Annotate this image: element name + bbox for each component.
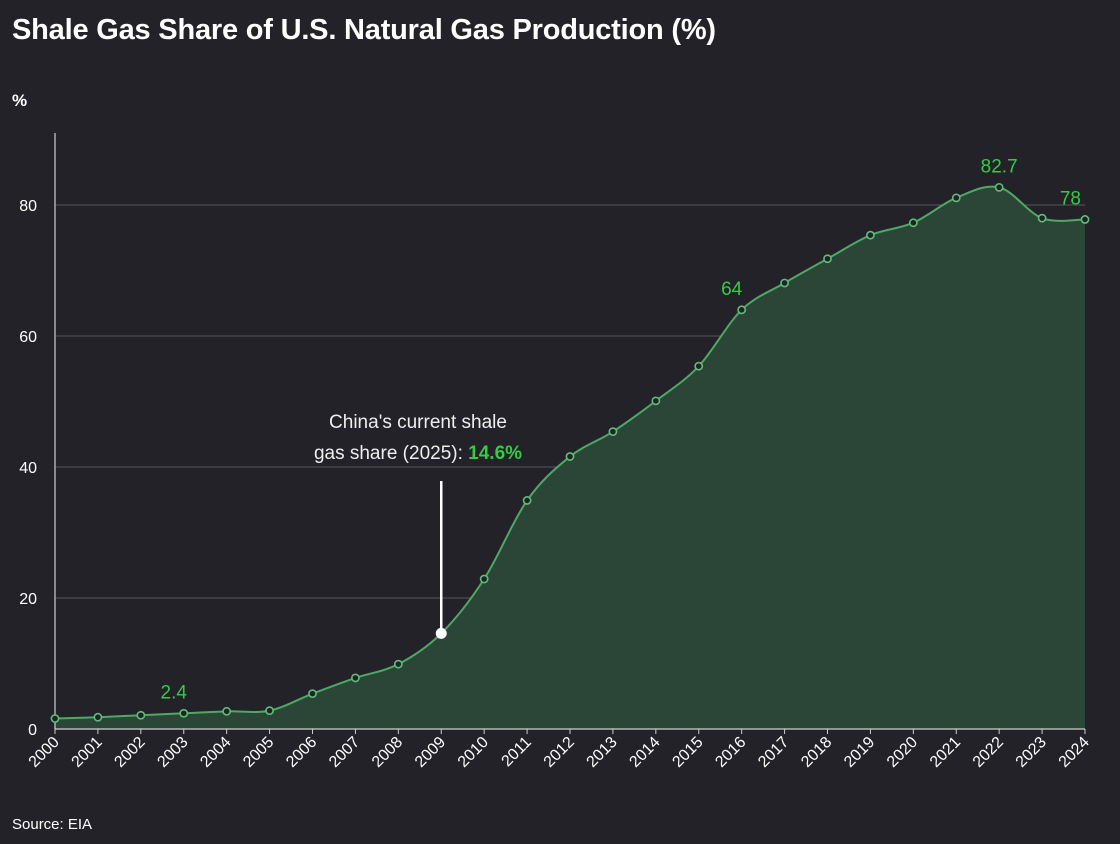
x-tick-2000: 2000: [26, 734, 63, 771]
data-label-2022: 82.7: [981, 156, 1018, 177]
x-tick-2023: 2023: [1013, 734, 1050, 771]
annotation-text-line2: gas share (2025): 14.6%: [314, 443, 522, 464]
data-label-2003: 2.4: [161, 682, 188, 703]
x-tick-2013: 2013: [584, 734, 621, 771]
x-tick-2003: 2003: [154, 734, 191, 771]
data-point-2007: [351, 673, 360, 683]
data-point-2000: [50, 714, 60, 723]
x-tick-2004: 2004: [197, 734, 234, 771]
x-tick-2020: 2020: [884, 734, 921, 771]
data-point-2002: [136, 710, 146, 720]
x-tick-2001: 2001: [69, 734, 106, 771]
y-tick-40: 40: [19, 460, 37, 477]
data-label-2024: 78: [1060, 188, 1081, 209]
x-tick-2006: 2006: [283, 734, 320, 771]
x-tick-2022: 2022: [970, 734, 1007, 771]
data-point-2001: [93, 712, 103, 722]
data-point-2006: [308, 689, 317, 699]
data-point-2016: [737, 305, 747, 315]
data-point-2011: [522, 496, 532, 505]
x-tick-labels: 2000 2001 2002 2003 2004 2005 2006 2007 2008 2009…: [26, 729, 1093, 771]
data-point-2008: [393, 659, 403, 669]
x-tick-2010: 2010: [455, 734, 492, 771]
data-point-2024: [1080, 215, 1090, 224]
x-tick-2021: 2021: [927, 734, 964, 771]
x-tick-2009: 2009: [412, 734, 449, 771]
y-axis-unit-label: %: [12, 91, 28, 110]
x-tick-2007: 2007: [326, 734, 363, 771]
data-point-2014: [651, 396, 661, 406]
x-tick-2015: 2015: [669, 734, 706, 771]
data-point-2017: [780, 278, 789, 288]
x-tick-2002: 2002: [111, 734, 148, 771]
x-tick-2024: 2024: [1056, 734, 1093, 771]
data-point-2018: [823, 254, 832, 264]
x-tick-2019: 2019: [841, 734, 878, 771]
y-tick-0: 0: [28, 722, 37, 739]
data-point-2012: [565, 452, 575, 461]
annotation-text-prefix: gas share (2025):: [314, 443, 468, 464]
y-tick-20: 20: [19, 591, 37, 608]
data-point-2019: [866, 230, 875, 240]
data-point-2003: [179, 708, 189, 718]
annotation-highlight-value: 14.6%: [468, 443, 522, 464]
data-points: [50, 182, 1090, 723]
data-label-2016: 64: [721, 279, 743, 300]
x-tick-2005: 2005: [240, 734, 277, 771]
x-tick-2008: 2008: [369, 734, 406, 771]
x-tick-2017: 2017: [755, 734, 792, 771]
data-point-2010: [479, 574, 489, 584]
x-tick-2014: 2014: [626, 734, 663, 771]
y-tick-labels: 0 20 40 60 80: [19, 198, 37, 739]
data-point-2022: [994, 182, 1004, 192]
annotation-marker: [435, 627, 447, 639]
data-point-2015: [694, 361, 704, 371]
x-tick-2018: 2018: [798, 734, 835, 771]
y-tick-80: 80: [19, 198, 37, 215]
data-point-2013: [608, 427, 618, 437]
data-point-2020: [908, 218, 918, 228]
china-annotation: China's current shale gas share (2025): …: [314, 412, 522, 639]
x-tick-2012: 2012: [541, 734, 578, 771]
source-note: Source: EIA: [12, 816, 93, 833]
data-point-2005: [265, 706, 274, 716]
chart-title: Shale Gas Share of U.S. Natural Gas Prod…: [12, 14, 716, 46]
y-tick-60: 60: [19, 329, 37, 346]
data-point-2023: [1037, 213, 1047, 223]
x-tick-2011: 2011: [499, 734, 535, 770]
data-point-2004: [222, 706, 232, 716]
x-tick-2016: 2016: [712, 734, 749, 771]
data-labels: 2.4 64 82.7 78: [161, 156, 1081, 703]
data-point-2021: [951, 193, 961, 203]
annotation-text-line1: China's current shale: [329, 412, 507, 433]
